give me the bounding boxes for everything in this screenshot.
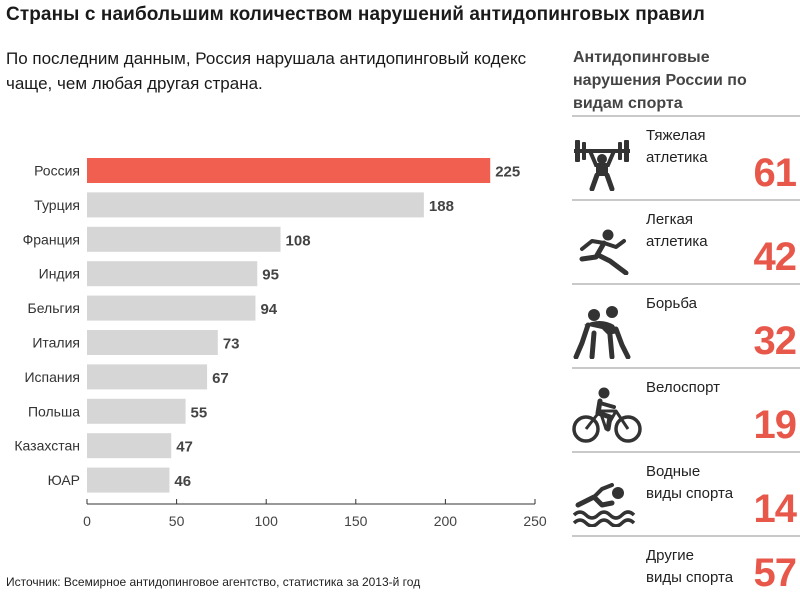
chart-subtitle: По последним данным, Россия нарушала ант… [6, 49, 527, 93]
bar-chart: Россия 225 Турция 188 Франция 108 Индия 95 Бельг… [14, 158, 547, 529]
value-label: 55 [191, 404, 208, 421]
sport-value: 42 [753, 235, 797, 279]
bar [87, 158, 491, 183]
sport-label: Другие виды спорта [646, 547, 734, 586]
bar [87, 398, 186, 424]
x-tick-label: 200 [434, 513, 458, 529]
sport-item-aquatics: Водные виды спорта 14 [572, 451, 800, 537]
x-tick-label: 100 [255, 513, 279, 529]
running-icon [579, 229, 629, 275]
sport-item-other: Другие виды спорта 57 [572, 535, 800, 602]
category-label: Италия [32, 335, 80, 351]
cycling-icon [572, 387, 642, 443]
category-label: Франция [23, 231, 80, 247]
x-tick-label: 150 [344, 513, 368, 529]
value-label: 108 [286, 232, 311, 249]
sport-item-athletics: Легкая атлетика 42 [572, 199, 800, 285]
x-tick-label: 0 [83, 513, 91, 529]
bar [87, 261, 258, 287]
bar [87, 226, 281, 252]
bar [87, 192, 424, 218]
category-label: ЮАР [48, 472, 80, 488]
value-label: 95 [262, 267, 279, 284]
source-note: Источник: Всемирное антидопинговое агент… [6, 575, 421, 589]
sport-label: Велоспорт [646, 379, 720, 396]
sport-value: 61 [753, 151, 797, 195]
category-label: Испания [24, 369, 80, 385]
category-label: Казахстан [14, 438, 80, 454]
sport-label: Водные виды спорта [646, 463, 734, 502]
sport-value: 32 [753, 319, 797, 363]
sport-value: 57 [753, 551, 797, 595]
sport-value: 14 [753, 487, 797, 531]
sport-item-wrestling: Борьба 32 [572, 283, 800, 369]
category-label: Турция [34, 197, 80, 213]
bar [87, 330, 218, 355]
value-label: 94 [260, 301, 277, 318]
sport-label: Борьба [646, 295, 697, 312]
value-label: 73 [223, 336, 240, 353]
swimming-icon [572, 483, 636, 527]
sport-item-cycling: Велоспорт 19 [572, 367, 800, 453]
sport-label: Легкая атлетика [646, 211, 708, 250]
sports-panel-heading: Антидопинговые нарушения России по видам… [573, 49, 747, 112]
x-tick-label: 250 [523, 513, 547, 529]
value-label: 46 [174, 473, 191, 490]
sport-item-weightlifting: Тяжелая атлетика 61 [572, 115, 800, 201]
bar [87, 364, 208, 390]
category-label: Индия [39, 266, 80, 282]
category-label: Польша [28, 403, 80, 419]
value-label: 67 [212, 370, 229, 387]
x-tick-label: 50 [169, 513, 185, 529]
sport-label: Тяжелая атлетика [646, 127, 708, 166]
bar [87, 467, 170, 493]
chart-title: Страны с наибольшим количеством нарушени… [6, 4, 705, 25]
category-label: Россия [34, 163, 80, 179]
sport-value: 19 [753, 403, 797, 447]
category-label: Бельгия [28, 300, 80, 316]
wrestling-icon [573, 306, 631, 359]
weightlifting-icon [574, 140, 630, 191]
value-label: 188 [429, 198, 454, 215]
value-label: 225 [495, 164, 520, 181]
value-label: 47 [176, 439, 193, 456]
bar [87, 295, 256, 321]
bar [87, 433, 172, 459]
